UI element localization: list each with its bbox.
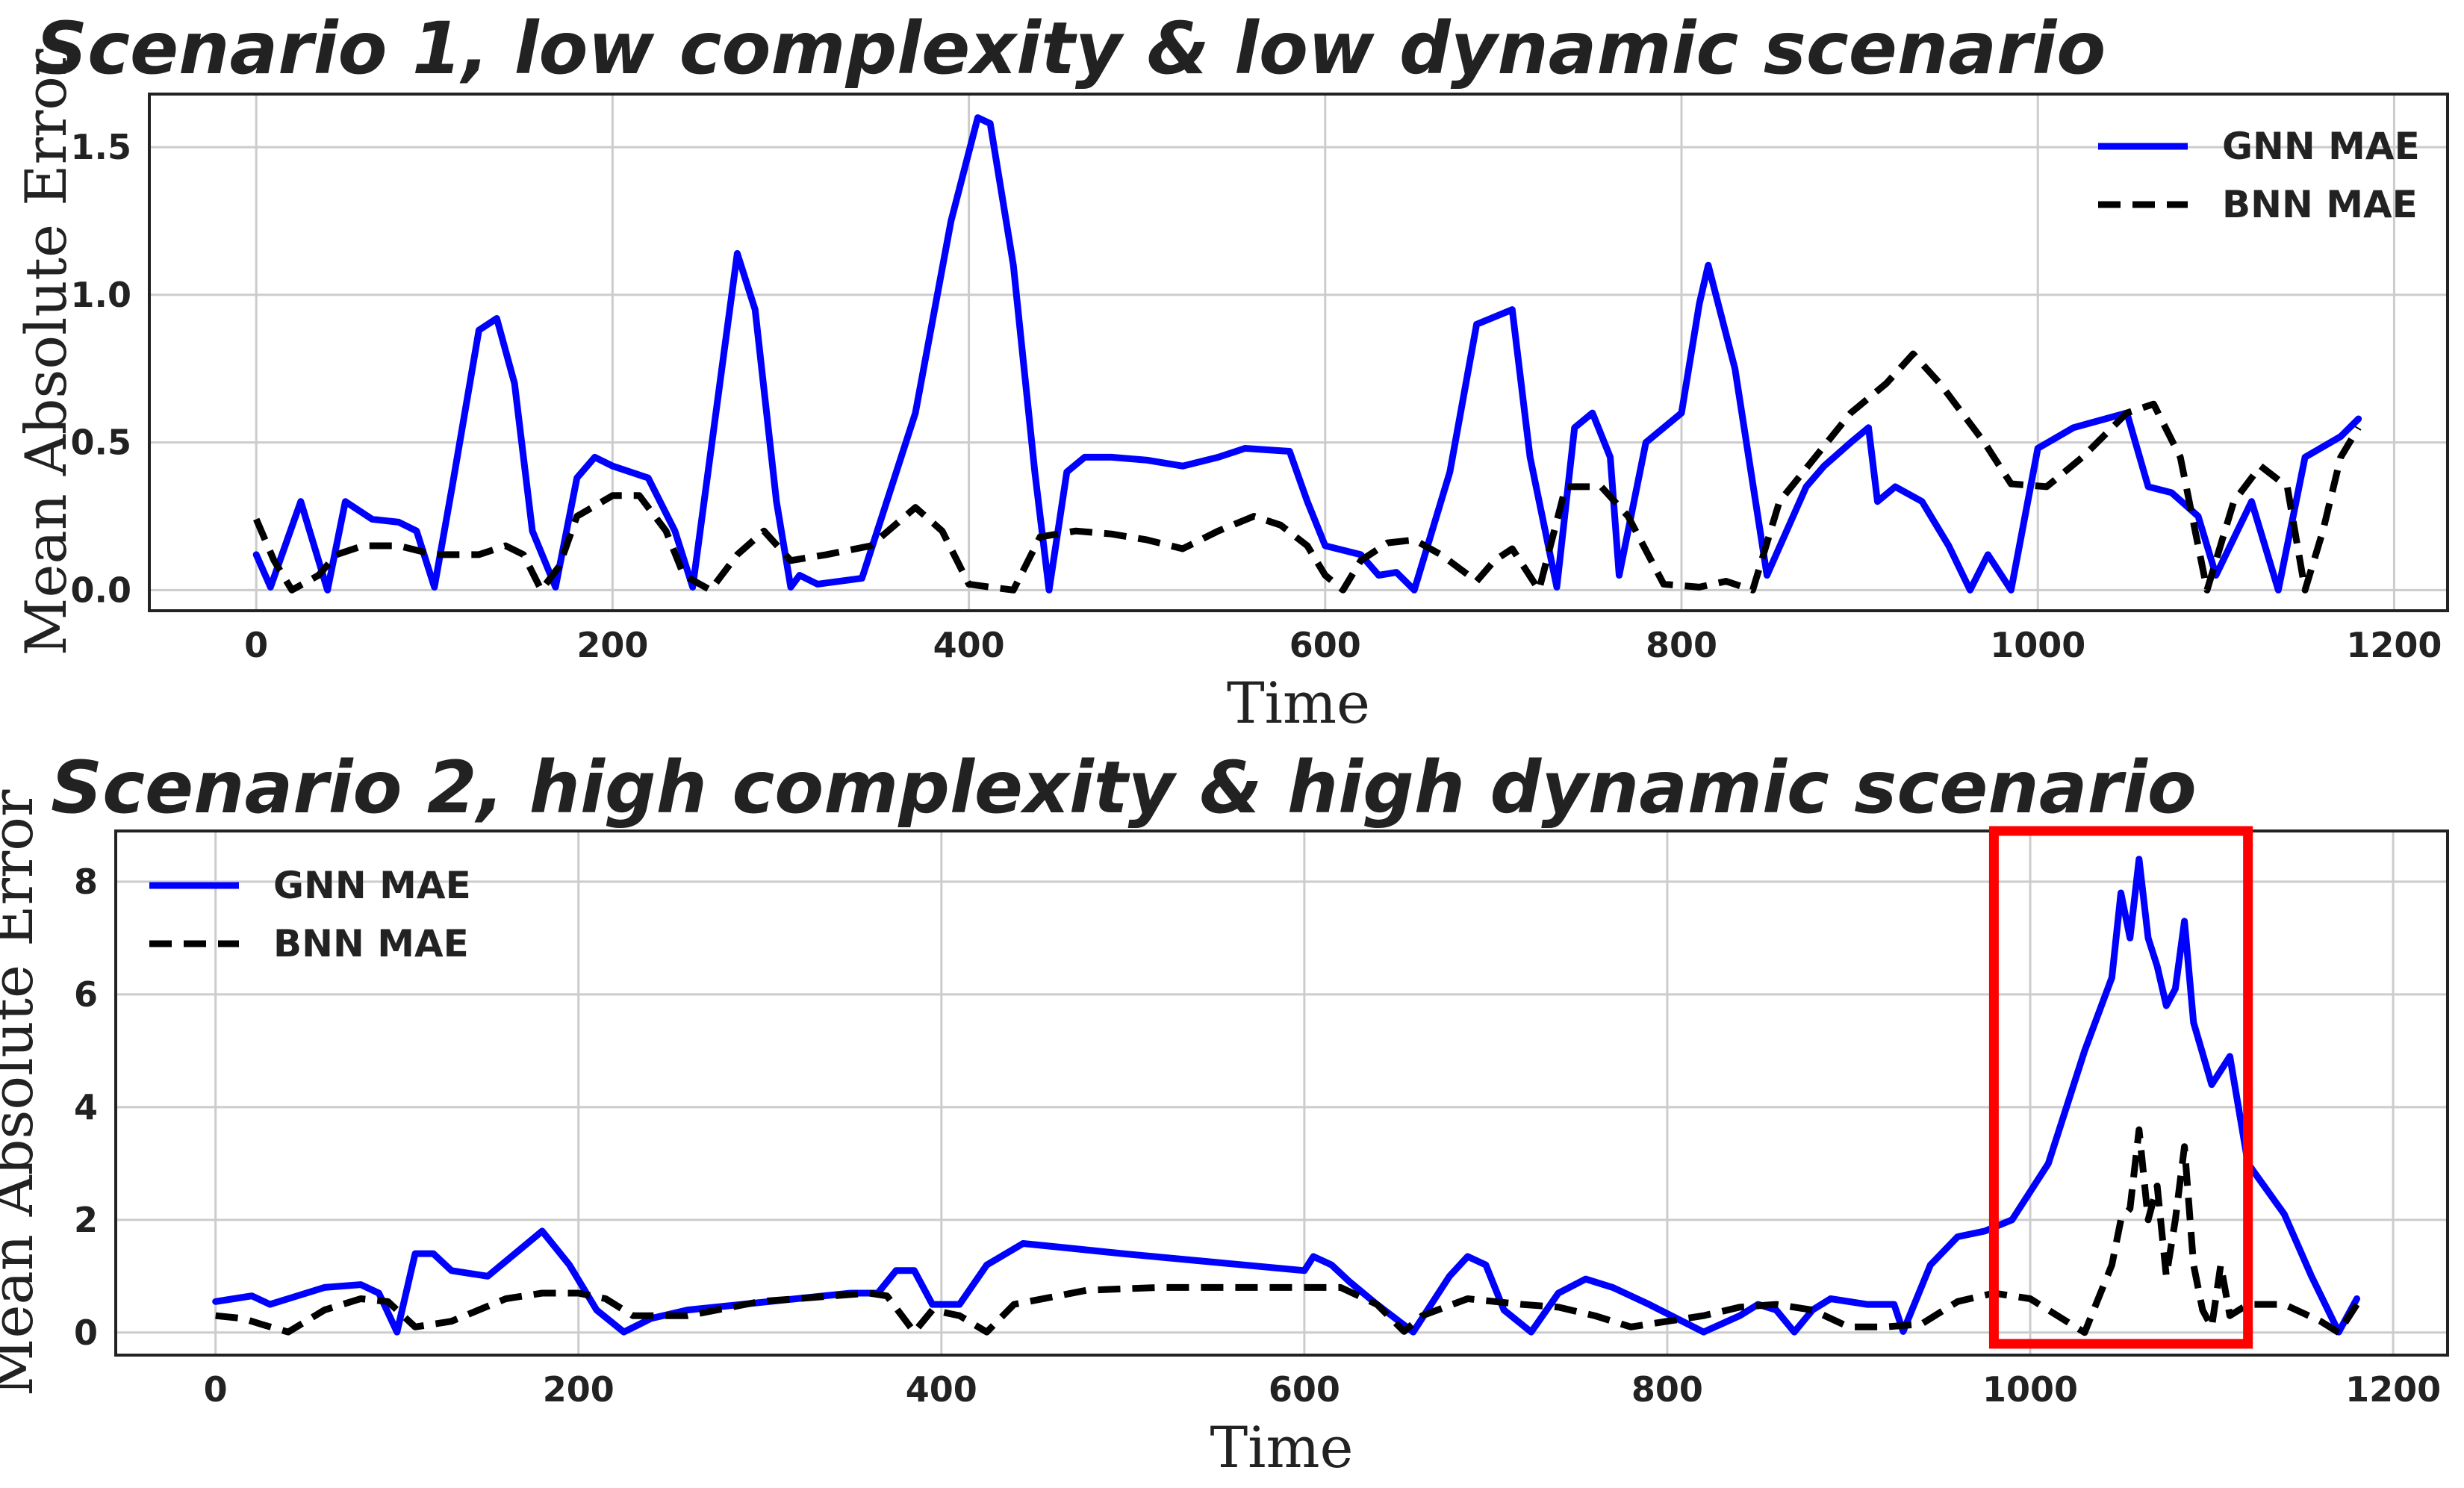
x-tick-label: 400	[933, 625, 1005, 665]
legend-entry-gnn: GNN MAE	[273, 864, 471, 907]
x-tick-label: 800	[1646, 625, 1717, 665]
y-tick-label: 4	[74, 1087, 98, 1127]
x-tick-label: 0	[244, 625, 268, 665]
series-line-gnn	[212, 856, 2360, 1336]
x-tick-label: 400	[906, 1369, 977, 1410]
legend: GNN MAE BNN MAE	[2098, 125, 2420, 226]
y-tick-label: 0	[74, 1313, 98, 1353]
y-tick-label: 1.5	[71, 127, 132, 167]
series-line-bnn	[253, 350, 2362, 594]
x-tick-labels: 0 200 400 600 800 1000 1200	[244, 625, 2442, 665]
legend: GNN MAE BNN MAE	[149, 864, 471, 965]
chart-panel-scenario-2: Scenario 2, high complexity & high dynam…	[0, 746, 2449, 1481]
y-tick-labels: 0 2 4 6 8	[74, 862, 98, 1353]
x-tick-label: 200	[576, 625, 648, 665]
highlight-box	[1988, 826, 2253, 1349]
x-axis-label: Time	[1210, 1414, 1353, 1481]
series-group	[252, 114, 2362, 594]
x-tick-label: 200	[543, 1369, 615, 1410]
x-tick-label: 1200	[2346, 625, 2442, 665]
legend-entry-bnn: BNN MAE	[2222, 183, 2418, 226]
y-tick-label: 8	[74, 862, 98, 902]
series-group	[212, 856, 2360, 1336]
grid	[149, 94, 2448, 611]
chart-title: Scenario 1, low complexity & low dynamic…	[36, 7, 2106, 90]
x-tick-label: 1000	[1982, 1369, 2078, 1410]
y-tick-labels: 0.0 0.5 1.0 1.5	[71, 127, 132, 610]
x-tick-label: 1200	[2345, 1369, 2441, 1410]
legend-entry-bnn: BNN MAE	[273, 922, 469, 965]
series-line-gnn	[252, 114, 2362, 594]
plot-frame	[114, 829, 2449, 1357]
chart-panel-scenario-1: Scenario 1, low complexity & low dynamic…	[13, 7, 2449, 736]
y-axis-label: Mean Absolute Error	[13, 49, 79, 656]
x-tick-label: 1000	[1990, 625, 2085, 665]
x-tick-label: 800	[1631, 1369, 1703, 1410]
x-axis-label: Time	[1227, 670, 1370, 736]
x-tick-labels: 0 200 400 600 800 1000 1200	[204, 1369, 2441, 1410]
legend-entry-gnn: GNN MAE	[2222, 125, 2420, 168]
y-tick-label: 0.0	[71, 570, 132, 610]
plot-frame	[148, 93, 2449, 612]
series-line-bnn	[215, 1126, 2360, 1336]
y-axis-label: Mean Absolute Error	[0, 789, 46, 1396]
x-tick-label: 600	[1269, 1369, 1340, 1410]
x-tick-label: 600	[1289, 625, 1361, 665]
chart-title: Scenario 2, high complexity & high dynam…	[51, 746, 2197, 829]
x-tick-label: 0	[204, 1369, 228, 1410]
y-tick-label: 6	[74, 974, 98, 1015]
y-tick-label: 0.5	[71, 423, 132, 463]
y-tick-label: 1.0	[71, 275, 132, 315]
y-tick-label: 2	[74, 1200, 98, 1240]
grid	[116, 831, 2448, 1355]
